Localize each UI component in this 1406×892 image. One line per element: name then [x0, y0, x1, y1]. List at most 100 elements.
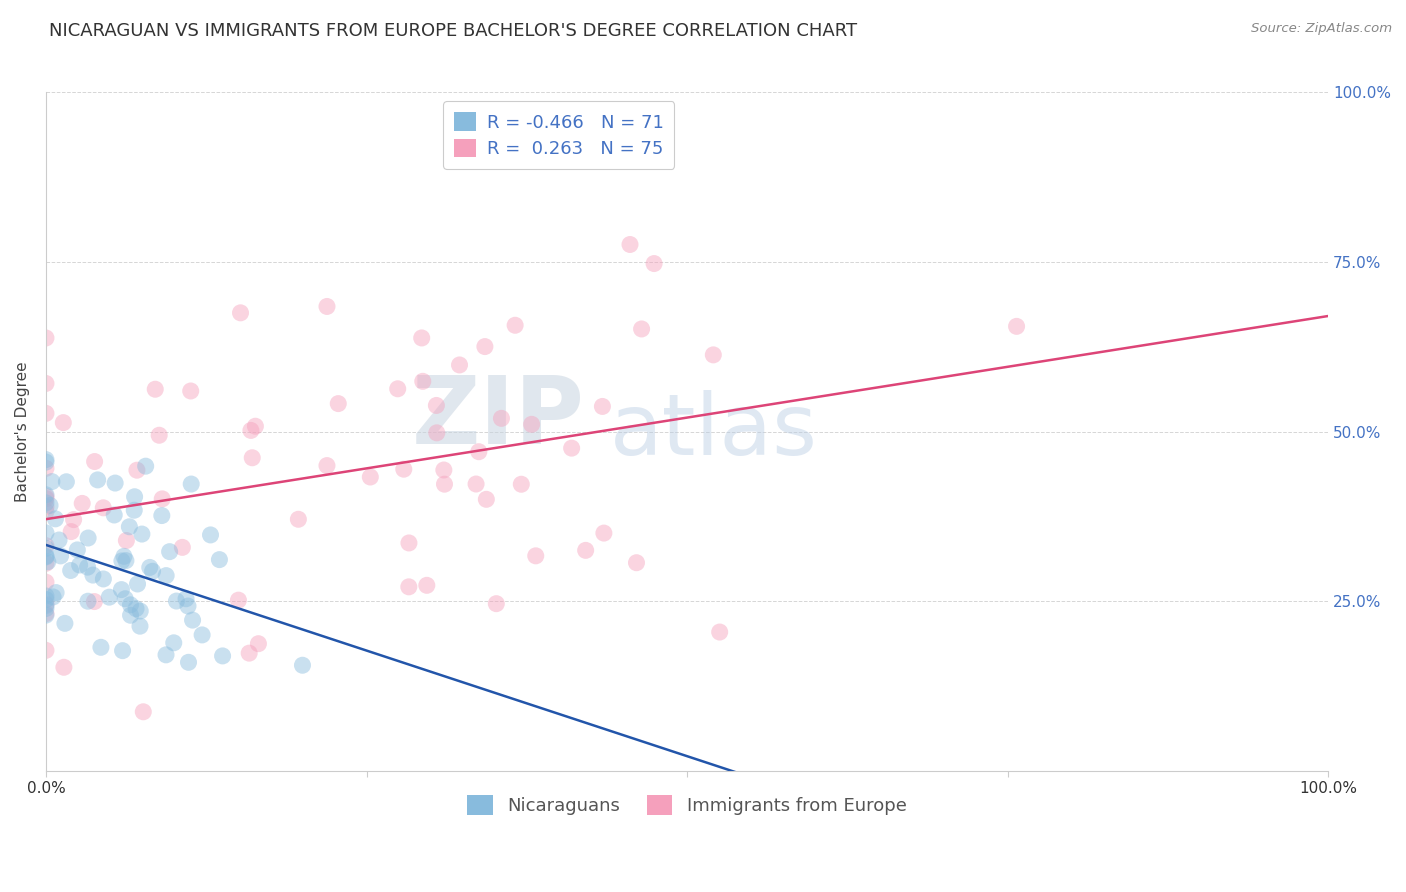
- Point: [135, 459, 157, 474]
- Point: [177, 599, 200, 613]
- Point: [238, 646, 260, 660]
- Point: [42, 590, 65, 604]
- Point: [76, 560, 98, 574]
- Point: [449, 358, 471, 372]
- Point: [412, 374, 434, 388]
- Point: [35, 607, 58, 621]
- Point: [86, 473, 108, 487]
- Point: [35, 452, 58, 467]
- Legend: Nicaraguans, Immigrants from Europe: Nicaraguans, Immigrants from Europe: [460, 788, 914, 822]
- Point: [239, 424, 262, 438]
- Point: [125, 463, 148, 477]
- Point: [44, 512, 66, 526]
- Point: [181, 613, 204, 627]
- Text: Source: ZipAtlas.com: Source: ZipAtlas.com: [1251, 22, 1392, 36]
- Point: [180, 384, 202, 398]
- Point: [35, 608, 58, 623]
- Point: [702, 348, 724, 362]
- Point: [177, 656, 200, 670]
- Point: [129, 604, 152, 618]
- Point: [110, 582, 132, 597]
- Point: [35, 331, 58, 345]
- Point: [561, 441, 583, 455]
- Point: [120, 608, 142, 623]
- Point: [426, 425, 449, 440]
- Point: [39, 499, 62, 513]
- Point: [416, 578, 439, 592]
- Point: [120, 598, 142, 612]
- Point: [143, 382, 166, 396]
- Point: [208, 552, 231, 566]
- Point: [465, 477, 488, 491]
- Point: [37, 555, 59, 569]
- Point: [103, 508, 125, 522]
- Point: [139, 560, 162, 574]
- Point: [82, 568, 104, 582]
- Point: [425, 399, 447, 413]
- Point: [52, 416, 75, 430]
- Point: [118, 520, 141, 534]
- Point: [392, 462, 415, 476]
- Point: [174, 591, 197, 606]
- Point: [35, 406, 58, 420]
- Point: [35, 525, 58, 540]
- Point: [35, 599, 58, 613]
- Point: [77, 531, 100, 545]
- Point: [474, 340, 496, 354]
- Point: [1005, 319, 1028, 334]
- Point: [155, 648, 177, 662]
- Point: [180, 477, 202, 491]
- Point: [316, 300, 339, 314]
- Point: [619, 237, 641, 252]
- Point: [131, 527, 153, 541]
- Point: [211, 648, 233, 663]
- Point: [93, 572, 115, 586]
- Point: [62, 513, 84, 527]
- Point: [150, 508, 173, 523]
- Point: [35, 575, 58, 590]
- Point: [643, 256, 665, 270]
- Point: [83, 454, 105, 468]
- Point: [60, 524, 83, 539]
- Point: [35, 496, 58, 510]
- Point: [433, 463, 456, 477]
- Point: [503, 318, 526, 333]
- Point: [200, 528, 222, 542]
- Point: [111, 643, 134, 657]
- Text: atlas: atlas: [610, 390, 818, 473]
- Point: [132, 705, 155, 719]
- Point: [125, 601, 148, 615]
- Point: [433, 477, 456, 491]
- Point: [66, 542, 89, 557]
- Point: [49, 549, 72, 563]
- Point: [115, 533, 138, 548]
- Point: [398, 536, 420, 550]
- Point: [35, 539, 58, 553]
- Point: [228, 593, 250, 607]
- Point: [316, 458, 339, 473]
- Point: [398, 580, 420, 594]
- Point: [35, 491, 58, 506]
- Point: [475, 492, 498, 507]
- Point: [129, 619, 152, 633]
- Point: [35, 592, 58, 607]
- Point: [575, 543, 598, 558]
- Point: [112, 549, 135, 564]
- Point: [240, 450, 263, 465]
- Point: [70, 496, 93, 510]
- Point: [35, 549, 58, 564]
- Point: [77, 594, 100, 608]
- Point: [53, 616, 76, 631]
- Point: [55, 475, 77, 489]
- Point: [35, 455, 58, 469]
- Point: [69, 558, 91, 572]
- Point: [90, 640, 112, 655]
- Point: [127, 577, 149, 591]
- Point: [35, 549, 58, 564]
- Point: [520, 417, 543, 432]
- Point: [155, 568, 177, 582]
- Point: [172, 541, 194, 555]
- Point: [35, 500, 58, 514]
- Point: [191, 628, 214, 642]
- Point: [491, 411, 513, 425]
